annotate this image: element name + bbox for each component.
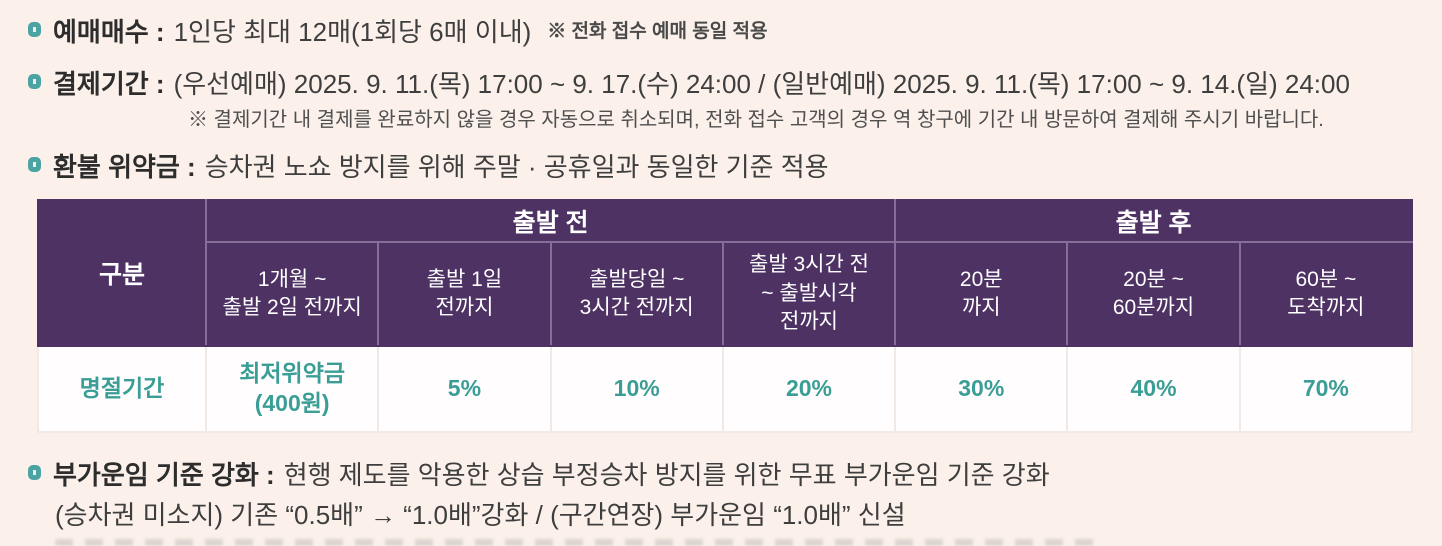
square-bullet-icon xyxy=(28,22,41,37)
refund-penalty-table: 구분 출발 전 출발 후 1개월 ~ 출발 2일 전까지 출발 1일 전까지 출… xyxy=(37,199,1414,433)
square-bullet-icon xyxy=(28,157,41,172)
payment-period-text: (우선예매) 2025. 9. 11.(목) 17:00 ~ 9. 17.(수)… xyxy=(173,69,1350,99)
cutoff-next-line-remnant xyxy=(55,539,1095,546)
table-sub-header-row: 1개월 ~ 출발 2일 전까지 출발 1일 전까지 출발당일 ~ 3시간 전까지… xyxy=(38,241,1414,347)
row-value-1: 최저위약금 (400원) xyxy=(204,345,380,433)
row-value-6: 40% xyxy=(1066,345,1241,433)
sub-header-6: 20분 ~ 60분까지 xyxy=(1066,241,1241,347)
table-corner-header: 구분 xyxy=(37,199,207,347)
row-value-5: 30% xyxy=(894,345,1069,433)
square-bullet-icon xyxy=(28,74,41,89)
surcharge-label: 부가운임 기준 강화 : xyxy=(53,460,275,490)
section-payment-period: 결제기간 : (우선예매) 2025. 9. 11.(목) 17:00 ~ 9.… xyxy=(28,68,1442,100)
sub-header-4: 출발 3시간 전 ~ 출발시각 전까지 xyxy=(721,241,897,347)
row-label: 명절기간 xyxy=(37,345,207,433)
payment-period-note: ※ 결제기간 내 결제를 완료하지 않을 경우 자동으로 취소되며, 전화 접수… xyxy=(188,109,1324,131)
group-header-before-departure: 출발 전 xyxy=(204,199,897,243)
ticket-limit-note: ※ 전화 접수 예매 동일 적용 xyxy=(547,21,768,42)
row-value-2: 5% xyxy=(377,345,552,433)
sub-header-7: 60분 ~ 도착까지 xyxy=(1238,241,1414,347)
section-refund-penalty: 환불 위약금 : 승차권 노쇼 방지를 위해 주말 · 공휴일과 동일한 기준 … xyxy=(28,151,1442,183)
surcharge-text-line2: (승차권 미소지) 기존 “0.5배” → “1.0배”강화 / (구간연장) … xyxy=(55,500,906,530)
section-ticket-limit: 예매매수 : 1인당 최대 12매(1회당 6매 이내) ※ 전화 접수 예매 … xyxy=(28,16,1442,48)
ticket-limit-text: 1인당 최대 12매(1회당 6매 이내) xyxy=(173,17,532,47)
row-value-7: 70% xyxy=(1238,345,1414,433)
sub-header-5: 20분 까지 xyxy=(894,241,1069,347)
square-bullet-icon xyxy=(28,465,41,480)
row-value-4: 20% xyxy=(721,345,897,433)
sub-header-1: 1개월 ~ 출발 2일 전까지 xyxy=(204,241,380,347)
refund-penalty-label: 환불 위약금 : xyxy=(53,152,196,182)
section-surcharge: 부가운임 기준 강화 : 현행 제도를 악용한 상습 부정승차 방지를 위한 무… xyxy=(28,459,1442,491)
group-header-after-departure: 출발 후 xyxy=(894,199,1413,243)
sub-header-3: 출발당일 ~ 3시간 전까지 xyxy=(549,241,724,347)
ticket-limit-label: 예매매수 : xyxy=(53,17,165,47)
table-row: 명절기간 최저위약금 (400원) 5% 10% 20% 30% 40% 70% xyxy=(37,345,1414,433)
table-group-header-row: 구분 출발 전 출발 후 xyxy=(37,199,1413,347)
row-value-3: 10% xyxy=(549,345,724,433)
surcharge-text: 현행 제도를 악용한 상습 부정승차 방지를 위한 무표 부가운임 기준 강화 xyxy=(283,460,1050,490)
sub-header-2: 출발 1일 전까지 xyxy=(377,241,552,347)
payment-period-label: 결제기간 : xyxy=(53,69,165,99)
refund-penalty-text: 승차권 노쇼 방지를 위해 주말 · 공휴일과 동일한 기준 적용 xyxy=(204,152,829,182)
